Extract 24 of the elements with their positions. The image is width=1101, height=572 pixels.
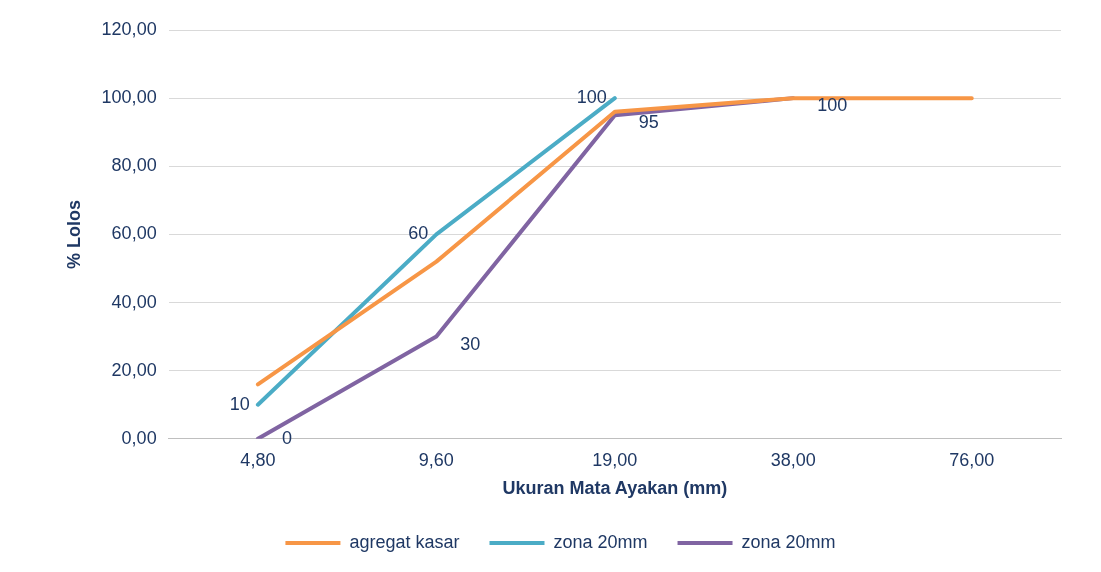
legend-label: zona 20mm	[553, 531, 648, 552]
y-axis-title: % Lolos	[63, 199, 84, 269]
y-tick-label: 80,00	[111, 155, 157, 176]
x-tick-label: 38,00	[770, 449, 816, 470]
y-tick-label: 0,00	[121, 427, 157, 448]
y-tick-label: 120,00	[101, 18, 157, 39]
y-tick-label: 20,00	[111, 359, 157, 380]
legend-label: agregat kasar	[349, 531, 460, 552]
data-label: 100	[817, 95, 848, 116]
x-tick-label: 9,60	[418, 449, 454, 470]
y-tick-label: 60,00	[111, 223, 157, 244]
data-label: 10	[229, 393, 250, 414]
legend-label: zona 20mm	[741, 531, 836, 552]
x-tick-label: 4,80	[240, 449, 276, 470]
y-tick-label: 40,00	[111, 291, 157, 312]
x-tick-label: 19,00	[592, 449, 638, 470]
x-tick-label: 76,00	[949, 449, 995, 470]
x-axis-title: Ukuran Mata Ayakan (mm)	[502, 478, 728, 499]
data-label: 95	[638, 112, 659, 133]
data-label: 60	[408, 223, 429, 244]
data-label: 0	[281, 427, 292, 448]
data-label: 100	[576, 87, 607, 108]
data-label: 30	[460, 333, 481, 354]
y-tick-label: 100,00	[101, 87, 157, 108]
